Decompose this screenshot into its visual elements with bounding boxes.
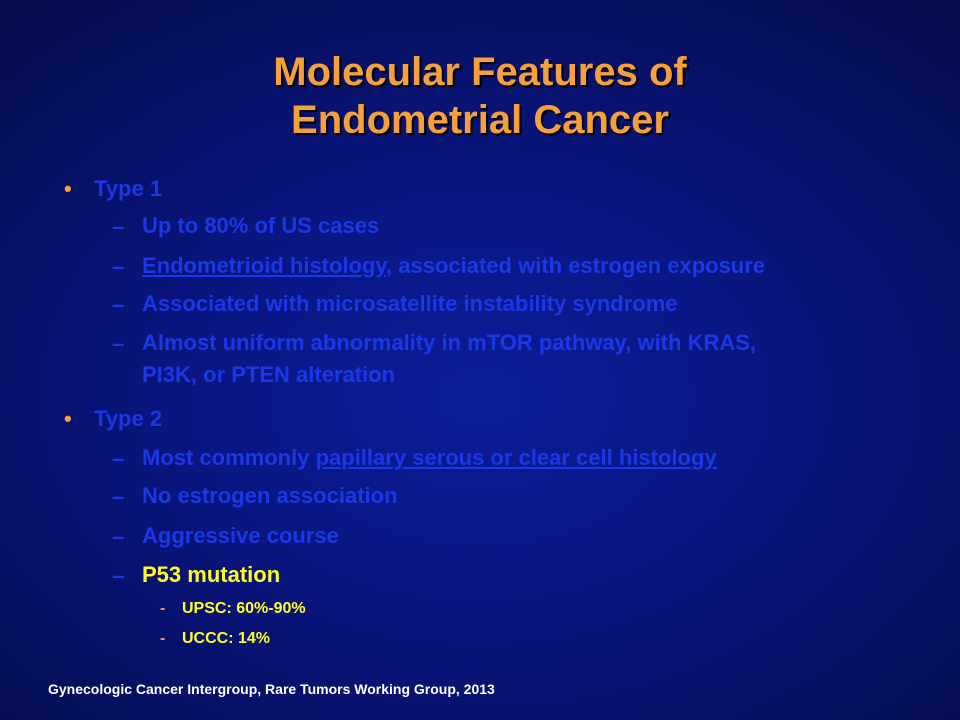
dash: – (112, 524, 125, 549)
p53-mutation-text: P53 mutation (142, 562, 281, 587)
sub-item-text: UPSC: 60%-90% (182, 600, 306, 617)
dash: – (112, 446, 125, 471)
list-item-text: Aggressive course (142, 523, 339, 548)
list-item-text-line-1: Almost uniform abnormality in mTOR pathw… (142, 330, 757, 355)
dash: – (112, 331, 125, 356)
dash: – (112, 484, 125, 509)
histology-link[interactable]: papillary serous or clear cell histology (315, 445, 717, 470)
list-item-text: Up to 80% of US cases (142, 213, 380, 238)
list-item-prefix: Most commonly (142, 445, 316, 470)
dash: – (112, 214, 125, 239)
sub-item-text: UCCC: 14% (182, 630, 271, 647)
slide-title: Molecular Features of Endometrial Cancer (0, 48, 960, 144)
list-item-text: No estrogen association (142, 483, 398, 508)
list-item-text: Most commonly papillary serous or clear … (142, 442, 717, 474)
dash: – (112, 254, 125, 279)
title-line-1: Molecular Features of (273, 50, 687, 94)
list-item-text-line-2: PI3K, or PTEN alteration (142, 362, 396, 387)
citation-footer: Gynecologic Cancer Intergroup, Rare Tumo… (48, 681, 495, 697)
sub-dash: - (160, 600, 166, 617)
list-item-text: Endometrioid histology, associated with … (142, 250, 765, 282)
bullet-dot: • (64, 406, 72, 431)
bullet-label: Type 1 (94, 176, 163, 201)
dash: – (112, 292, 125, 317)
title-line-2: Endometrial Cancer (291, 98, 669, 142)
dash: – (112, 563, 125, 588)
bullet-dot: • (64, 176, 72, 201)
list-item-rest: , associated with estrogen exposure (386, 253, 766, 278)
sub-dash: - (160, 630, 166, 647)
bullet-label: Type 2 (94, 406, 163, 431)
histology-link[interactable]: Endometrioid histology (142, 253, 387, 278)
list-item-text: Associated with microsatellite instabili… (142, 291, 678, 316)
